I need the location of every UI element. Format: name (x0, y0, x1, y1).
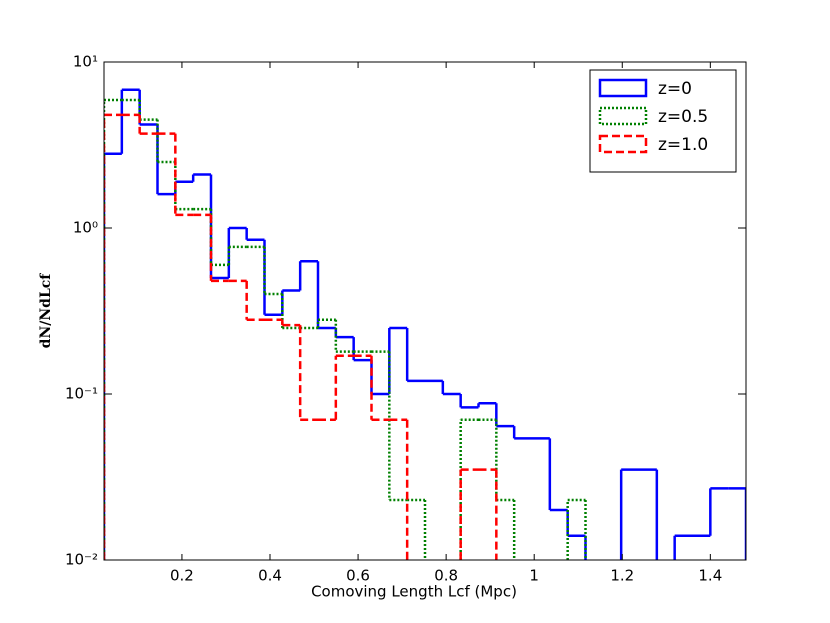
x-tick-label: 0.2 (170, 567, 194, 585)
legend-swatch (598, 78, 648, 98)
legend-box (589, 69, 737, 173)
legend-swatch (598, 106, 648, 126)
histogram-riser (104, 100, 587, 560)
x-tick-label: 0.6 (346, 567, 370, 585)
histogram-riser (104, 114, 498, 560)
y-tick-label: 10⁻¹ (65, 385, 98, 403)
legend-swatch (598, 134, 648, 154)
y-tick-label: 10⁰ (73, 219, 98, 237)
x-tick-label: 1.4 (698, 567, 722, 585)
legend-label: z=0 (658, 79, 692, 99)
x-tick-label: 0.4 (258, 567, 282, 585)
y-axis-label: dN/NdLcf (38, 273, 54, 349)
x-tick-label: 0.8 (434, 567, 458, 585)
legend-label: z=0.5 (658, 107, 708, 127)
y-tick-label: 10¹ (73, 53, 98, 71)
x-axis-label: Comoving Length Lcf (Mpc) (311, 583, 517, 601)
x-tick-label: 1 (529, 567, 539, 585)
y-tick-label: 10⁻² (65, 551, 98, 569)
plot-frame (103, 61, 747, 561)
legend-label: z=1.0 (658, 135, 708, 155)
x-tick-label: 1.2 (610, 567, 634, 585)
